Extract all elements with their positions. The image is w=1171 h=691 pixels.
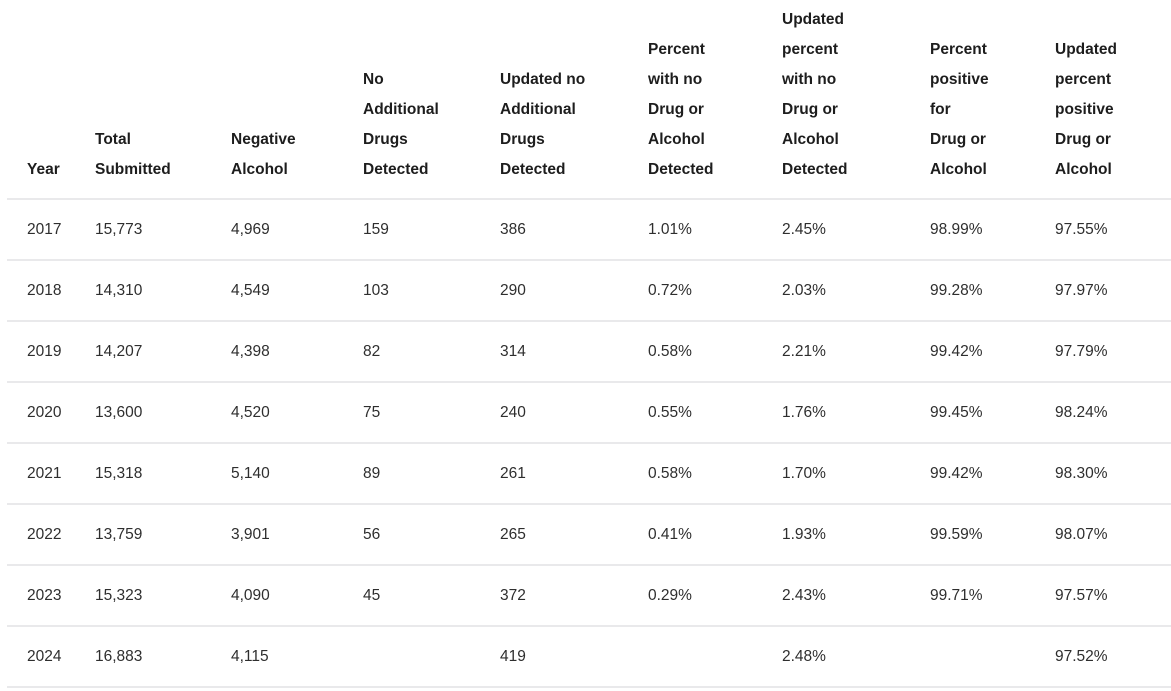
table-cell: 97.79% (1055, 321, 1171, 383)
table-cell: 99.45% (930, 382, 1055, 444)
table-cell: 4,969 (231, 199, 363, 261)
table-cell: 45 (363, 565, 500, 627)
table-cell: 89 (363, 443, 500, 505)
table-header: Year Total Submitted Negative Alcohol No Ad… (7, 0, 1171, 200)
table-row: 2020 13,600 4,520 75 240 0.55% 1.76% 99.45% 98.2… (7, 382, 1171, 444)
column-header: Updated percent positive Drug or Alcohol (1055, 0, 1171, 200)
table-cell: 13,600 (95, 382, 231, 444)
table-cell: 0.41% (648, 504, 782, 566)
year-cell: 2020 (7, 382, 95, 444)
table-cell: 265 (500, 504, 648, 566)
year-cell: 2022 (7, 504, 95, 566)
table-cell: 14,207 (95, 321, 231, 383)
table-cell: 0.55% (648, 382, 782, 444)
table-cell: 290 (500, 260, 648, 322)
table-cell: 98.30% (1055, 443, 1171, 505)
table-cell: 314 (500, 321, 648, 383)
drug-alcohol-results-table: Year Total Submitted Negative Alcohol No Ad… (7, 0, 1171, 688)
table-cell: 4,398 (231, 321, 363, 383)
table-cell (363, 626, 500, 688)
table-cell: 99.59% (930, 504, 1055, 566)
table-cell: 97.55% (1055, 199, 1171, 261)
table-cell: 1.01% (648, 199, 782, 261)
table-cell: 98.99% (930, 199, 1055, 261)
table-cell: 159 (363, 199, 500, 261)
table-cell: 99.42% (930, 321, 1055, 383)
year-cell: 2024 (7, 626, 95, 688)
table-cell (930, 626, 1055, 688)
table-cell: 2.45% (782, 199, 930, 261)
year-cell: 2017 (7, 199, 95, 261)
table-cell: 261 (500, 443, 648, 505)
data-table: Year Total Submitted Negative Alcohol No Ad… (7, 0, 1171, 688)
column-header: Year (7, 0, 95, 200)
table-cell: 75 (363, 382, 500, 444)
table-cell: 4,090 (231, 565, 363, 627)
column-header: No Additional Drugs Detected (363, 0, 500, 200)
year-cell: 2019 (7, 321, 95, 383)
table-cell: 99.28% (930, 260, 1055, 322)
column-header: Percent positive for Drug or Alcohol (930, 0, 1055, 200)
table-cell: 15,773 (95, 199, 231, 261)
table-cell: 99.42% (930, 443, 1055, 505)
table-row: 2024 16,883 4,115 419 2.48% 97.52% (7, 626, 1171, 688)
table-cell: 372 (500, 565, 648, 627)
table-cell: 1.93% (782, 504, 930, 566)
table-cell: 97.57% (1055, 565, 1171, 627)
table-cell: 4,115 (231, 626, 363, 688)
table-cell: 2.21% (782, 321, 930, 383)
column-header: Updated no Additional Drugs Detected (500, 0, 648, 200)
header-row: Year Total Submitted Negative Alcohol No Ad… (7, 0, 1171, 200)
table-cell: 2.43% (782, 565, 930, 627)
column-header: Total Submitted (95, 0, 231, 200)
table-cell: 5,140 (231, 443, 363, 505)
table-cell: 0.29% (648, 565, 782, 627)
table-row: 2017 15,773 4,969 159 386 1.01% 2.45% 98.99% 97.… (7, 199, 1171, 261)
table-row: 2019 14,207 4,398 82 314 0.58% 2.21% 99.42% 97.7… (7, 321, 1171, 383)
table-cell: 1.70% (782, 443, 930, 505)
year-cell: 2018 (7, 260, 95, 322)
table-row: 2018 14,310 4,549 103 290 0.72% 2.03% 99.28% 97.… (7, 260, 1171, 322)
table-cell: 0.72% (648, 260, 782, 322)
table-cell: 4,520 (231, 382, 363, 444)
table-cell: 2.48% (782, 626, 930, 688)
table-cell: 14,310 (95, 260, 231, 322)
table-cell: 97.97% (1055, 260, 1171, 322)
table-cell: 15,323 (95, 565, 231, 627)
table-cell: 13,759 (95, 504, 231, 566)
year-cell: 2021 (7, 443, 95, 505)
table-cell: 1.76% (782, 382, 930, 444)
year-cell: 2023 (7, 565, 95, 627)
table-cell: 419 (500, 626, 648, 688)
table-cell: 0.58% (648, 443, 782, 505)
table-cell: 386 (500, 199, 648, 261)
table-row: 2023 15,323 4,090 45 372 0.29% 2.43% 99.71% 97.5… (7, 565, 1171, 627)
table-cell: 2.03% (782, 260, 930, 322)
table-cell: 0.58% (648, 321, 782, 383)
table-cell: 16,883 (95, 626, 231, 688)
table-cell: 98.24% (1055, 382, 1171, 444)
table-cell: 3,901 (231, 504, 363, 566)
table-cell: 103 (363, 260, 500, 322)
table-row: 2022 13,759 3,901 56 265 0.41% 1.93% 99.59% 98.0… (7, 504, 1171, 566)
table-cell (648, 626, 782, 688)
column-header: Negative Alcohol (231, 0, 363, 200)
table-cell: 97.52% (1055, 626, 1171, 688)
table-cell: 240 (500, 382, 648, 444)
column-header: Percent with no Drug or Alcohol Detected (648, 0, 782, 200)
table-body: 2017 15,773 4,969 159 386 1.01% 2.45% 98.99% 97.… (7, 199, 1171, 688)
table-cell: 56 (363, 504, 500, 566)
table-cell: 98.07% (1055, 504, 1171, 566)
column-header: Updated percent with no Drug or Alcohol … (782, 0, 930, 200)
table-cell: 99.71% (930, 565, 1055, 627)
table-row: 2021 15,318 5,140 89 261 0.58% 1.70% 99.42% 98.3… (7, 443, 1171, 505)
table-cell: 4,549 (231, 260, 363, 322)
table-cell: 15,318 (95, 443, 231, 505)
table-cell: 82 (363, 321, 500, 383)
